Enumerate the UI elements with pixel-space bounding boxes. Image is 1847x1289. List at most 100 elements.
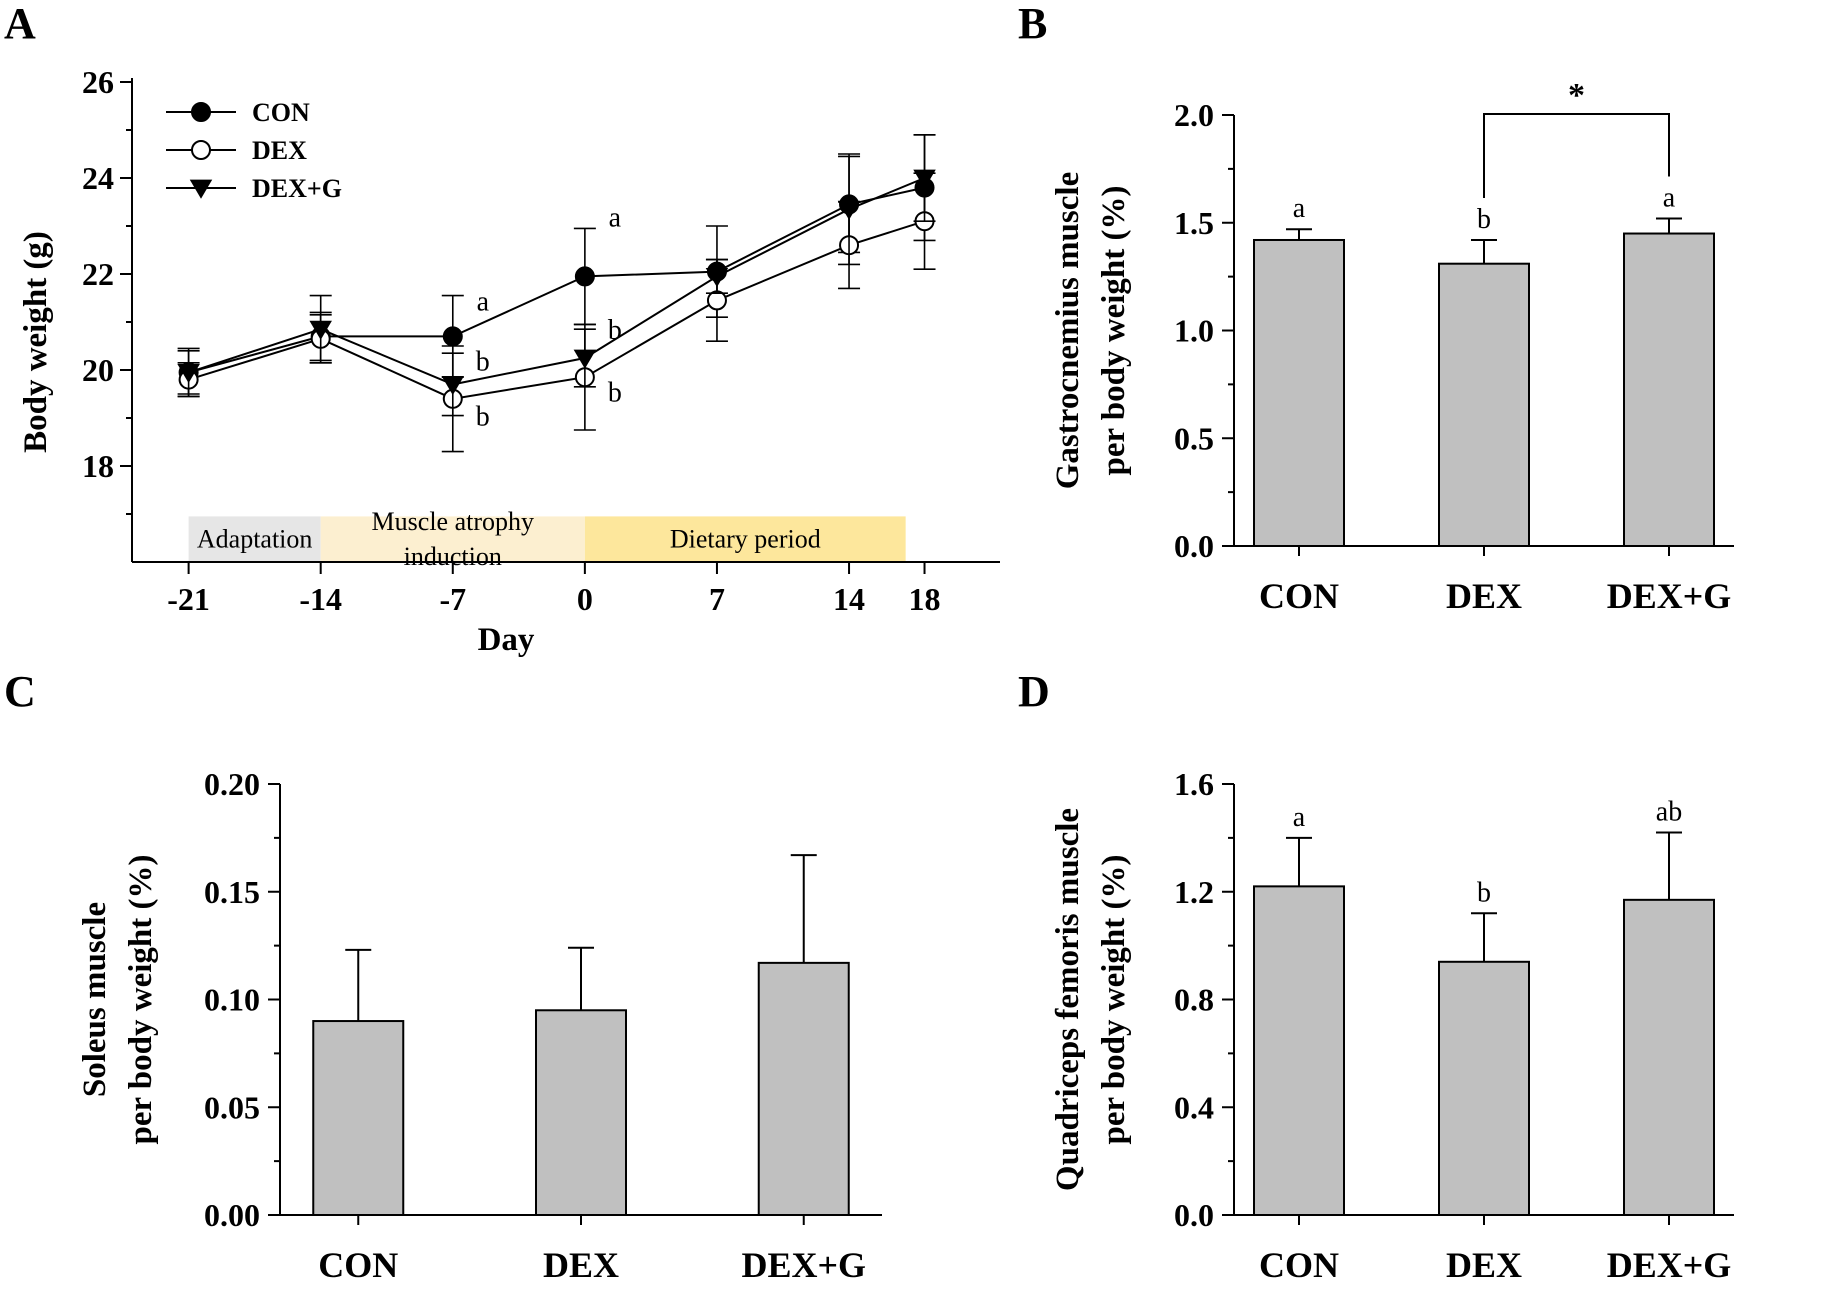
bar-dex xyxy=(535,1009,627,1217)
significance-letter: a xyxy=(1293,802,1306,833)
marker-filled-triangle xyxy=(705,267,729,288)
x-tick-label: -14 xyxy=(299,581,342,617)
panel-c-soleus-chart: 0.00 0.05 0.10 0.15 0.20 CON DEX DEX+G Soleus mu… xyxy=(77,766,882,1285)
category-label: DEX xyxy=(543,1245,619,1285)
y-axis-title: per body weight (%) xyxy=(1096,186,1132,476)
y-tick-label: 20 xyxy=(82,352,114,388)
y-tick-label: 0.8 xyxy=(1174,982,1214,1018)
y-tick-label: 1.5 xyxy=(1174,205,1214,241)
marker-filled-circle xyxy=(574,266,595,287)
bar-con xyxy=(1253,238,1345,548)
category-label: DEX+G xyxy=(1607,576,1732,616)
significance-letter: b xyxy=(608,378,622,409)
y-tick-label: 0.0 xyxy=(1174,1197,1214,1233)
significance-letter: b xyxy=(608,315,622,346)
y-tick-label: 26 xyxy=(82,64,114,100)
bar-dex-plus-g xyxy=(1623,232,1715,547)
marker-filled-circle xyxy=(191,102,211,122)
y-tick-label: 0.4 xyxy=(1174,1089,1214,1125)
marker-open-circle xyxy=(191,140,211,160)
significance-letter: a xyxy=(477,286,490,317)
phase-label: Dietary period xyxy=(670,525,821,554)
y-axis-title: Quadriceps femoris muscle xyxy=(1050,808,1086,1191)
x-axis-title: Day xyxy=(478,622,535,658)
y-tick-label: 1.6 xyxy=(1174,766,1214,802)
bar-con xyxy=(1253,885,1345,1216)
series-dex-plus-g xyxy=(177,134,936,417)
marker-filled-triangle xyxy=(441,375,465,396)
significance-letter: a xyxy=(1293,193,1306,224)
y-tick-label: 1.2 xyxy=(1174,874,1214,910)
x-tick-label: 18 xyxy=(909,581,941,617)
phase-band xyxy=(188,516,321,561)
y-tick-label: 0.20 xyxy=(204,766,260,802)
x-tick-label: -7 xyxy=(439,581,466,617)
marker-filled-triangle xyxy=(837,200,861,220)
bar-dex xyxy=(1438,960,1530,1216)
series-line xyxy=(188,177,925,386)
panel-b-gastrocnemius-chart: 0.0 0.5 1.0 1.5 2.0 CON a DEX b DEX+G a * Gastrocnem… xyxy=(1050,77,1734,616)
series-line xyxy=(188,220,925,400)
y-tick-label: 0.15 xyxy=(204,874,260,910)
x-tick-label: 7 xyxy=(709,581,725,617)
marker-filled-circle xyxy=(442,326,463,347)
marker-filled-triangle xyxy=(573,349,597,369)
panel-label-a: A xyxy=(4,0,36,48)
marker-open-circle xyxy=(706,290,727,311)
x-tick-label: 14 xyxy=(833,581,865,617)
y-axis-title: per body weight (%) xyxy=(1096,855,1132,1145)
legend-label: CON xyxy=(252,98,310,127)
category-label: CON xyxy=(1259,1245,1339,1285)
x-tick-label: 0 xyxy=(577,581,593,617)
phase-label: Adaptation xyxy=(197,525,313,554)
marker-filled-triangle xyxy=(913,169,936,189)
y-tick-label: 0.05 xyxy=(204,1089,260,1125)
series-dex xyxy=(177,172,936,453)
phase-band xyxy=(320,516,585,561)
marker-filled-triangle xyxy=(309,320,332,340)
category-label: DEX xyxy=(1446,576,1522,616)
y-tick-label: 0.0 xyxy=(1174,528,1214,564)
significance-star: * xyxy=(1568,77,1585,114)
significance-letter: b xyxy=(476,346,490,377)
marker-filled-triangle xyxy=(189,179,213,199)
significance-letter: a xyxy=(609,202,622,233)
significance-letter: a xyxy=(1663,182,1676,213)
category-label: DEX xyxy=(1446,1245,1522,1285)
category-label: CON xyxy=(318,1245,398,1285)
significance-letter: b xyxy=(476,402,490,433)
phase-band xyxy=(584,516,906,561)
legend-label: DEX+G xyxy=(252,174,342,203)
significance-bracket xyxy=(1483,113,1670,198)
x-tick-label: -21 xyxy=(167,581,210,617)
y-tick-label: 0.5 xyxy=(1174,420,1214,456)
legend-label: DEX xyxy=(252,136,307,165)
y-tick-label: 24 xyxy=(82,160,114,196)
y-tick-label: 0.10 xyxy=(204,982,260,1018)
panel-d-quadriceps-chart: 0.0 0.4 0.8 1.2 1.6 CON a DEX b DEX+G ab Quadriceps… xyxy=(1050,766,1734,1285)
category-label: DEX+G xyxy=(741,1245,866,1285)
y-axis-title: Gastrocnemius muscle xyxy=(1050,172,1086,489)
category-label: DEX+G xyxy=(1607,1245,1732,1285)
bar-dex-plus-g xyxy=(1623,898,1715,1216)
panel-label-d: D xyxy=(1018,667,1050,716)
y-axis-title: Soleus muscle xyxy=(77,902,113,1097)
y-tick-label: 18 xyxy=(82,448,114,484)
significance-letter: b xyxy=(1477,877,1491,908)
y-tick-label: 2.0 xyxy=(1174,97,1214,133)
bar-con xyxy=(312,1020,405,1216)
panel-label-b: B xyxy=(1018,0,1047,48)
y-tick-label: 22 xyxy=(82,256,114,292)
y-tick-label: 0.00 xyxy=(204,1197,260,1233)
phase-label: Muscle atrophy xyxy=(372,507,534,536)
category-label: CON xyxy=(1259,576,1339,616)
significance-letter: b xyxy=(1477,204,1491,235)
bar-dex xyxy=(1438,262,1530,547)
y-tick-label: 1.0 xyxy=(1174,313,1214,349)
y-axis-title: per body weight (%) xyxy=(123,855,159,1145)
y-axis-title: Body weight (g) xyxy=(18,231,54,453)
bar-dex-plus-g xyxy=(757,961,850,1216)
significance-letter: ab xyxy=(1656,796,1682,827)
